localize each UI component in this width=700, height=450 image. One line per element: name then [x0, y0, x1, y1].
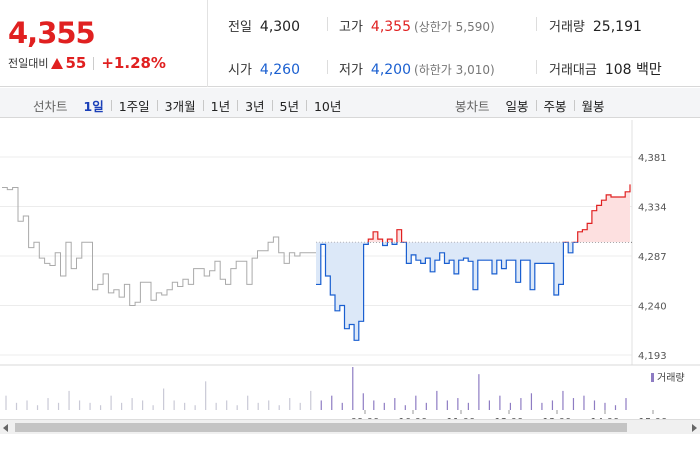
- divider: [110, 100, 112, 111]
- candle-chart-tabs: 봉차트 일봉 주봉 월봉: [455, 96, 609, 115]
- volume-legend-swatch: [651, 373, 654, 382]
- chart-tab-bar: 선차트 1일 1주일 3개월 1년 3년 5년 10년 봉차트 일봉 주봉 월봉: [0, 88, 700, 118]
- tab-monthly[interactable]: 월봉: [581, 99, 605, 114]
- stat-low: 저가 4,200 (하한가 3,010): [339, 59, 495, 78]
- divider: [327, 60, 328, 74]
- scroll-left-icon[interactable]: [3, 424, 8, 432]
- tab-1w[interactable]: 1주일: [118, 99, 150, 114]
- y-tick-label: 4,334: [638, 203, 667, 214]
- tab-1d[interactable]: 1일: [83, 99, 104, 114]
- stat-label: 저가: [339, 63, 363, 78]
- divider: [536, 17, 537, 31]
- quote-header: 4,355 전일대비 55 +1.28% 전일 4,300 시가 4,260 고…: [0, 0, 700, 87]
- stat-label: 거래대금: [549, 63, 597, 78]
- divider: [93, 56, 95, 70]
- tab-1y[interactable]: 1년: [210, 99, 231, 114]
- divider: [305, 100, 307, 111]
- y-tick-label: 4,240: [638, 302, 667, 313]
- line-chart-tabs: 선차트 1일 1주일 3개월 1년 3년 5년 10년: [33, 96, 345, 115]
- stat-label: 전일: [228, 20, 252, 35]
- stat-volume: 거래량 25,191: [549, 16, 642, 35]
- tab-3y[interactable]: 3년: [245, 99, 265, 114]
- divider: [202, 100, 204, 111]
- candle-chart-label: 봉차트: [455, 99, 490, 114]
- volume-legend-label: 거래량: [657, 372, 685, 384]
- tab-5y[interactable]: 5년: [279, 99, 299, 114]
- stat-label: 시가: [228, 63, 252, 78]
- stat-value: 4,260: [259, 62, 301, 78]
- stat-value: 4,355: [370, 19, 412, 35]
- tab-3m[interactable]: 3개월: [164, 99, 196, 114]
- price-box: 4,355 전일대비 55 +1.28%: [0, 0, 208, 87]
- divider: [536, 60, 537, 74]
- change-row: 전일대비 55 +1.28%: [8, 54, 166, 72]
- y-tick-label: 4,381: [638, 153, 667, 164]
- stat-label: 고가: [339, 20, 363, 35]
- prev-day-line: [2, 187, 316, 306]
- y-tick-label: 4,193: [638, 351, 667, 362]
- stat-open: 시가 4,260: [228, 59, 300, 78]
- chart-scrollbar[interactable]: [0, 419, 700, 434]
- stat-value: 25,191: [592, 19, 642, 35]
- stat-value: 4,300: [259, 19, 301, 35]
- change-amount: 55: [65, 54, 87, 72]
- tab-weekly[interactable]: 주봉: [543, 99, 567, 114]
- scroll-right-icon[interactable]: [692, 424, 697, 432]
- stat-high: 고가 4,355 (상한가 5,590): [339, 16, 495, 35]
- divider: [271, 100, 273, 111]
- tab-10y[interactable]: 10년: [313, 99, 342, 114]
- area-fill-up: [368, 184, 630, 243]
- stat-sub: (하한가 3,010): [414, 63, 495, 77]
- divider: [535, 100, 537, 111]
- today-line-up: [367, 184, 631, 243]
- divider: [327, 17, 328, 31]
- stat-value: 4,200: [370, 62, 412, 78]
- stat-prev-close: 전일 4,300: [228, 16, 300, 35]
- stat-label: 거래량: [549, 20, 585, 35]
- tab-daily[interactable]: 일봉: [505, 99, 529, 114]
- current-price: 4,355: [8, 16, 96, 50]
- stat-amount: 거래대금 108 백만: [549, 59, 662, 79]
- stat-value: 108 백만: [604, 62, 662, 78]
- divider: [573, 100, 575, 111]
- line-chart-label: 선차트: [33, 99, 68, 114]
- change-percent: +1.28%: [101, 54, 166, 72]
- up-triangle-icon: [51, 57, 64, 69]
- divider: [156, 100, 158, 111]
- y-tick-label: 4,287: [638, 252, 667, 263]
- today-line-down: [316, 242, 579, 341]
- change-label: 전일대비: [8, 57, 49, 70]
- stat-sub: (상한가 5,590): [414, 20, 495, 34]
- divider: [237, 100, 239, 111]
- scrollbar-thumb[interactable]: [15, 423, 627, 432]
